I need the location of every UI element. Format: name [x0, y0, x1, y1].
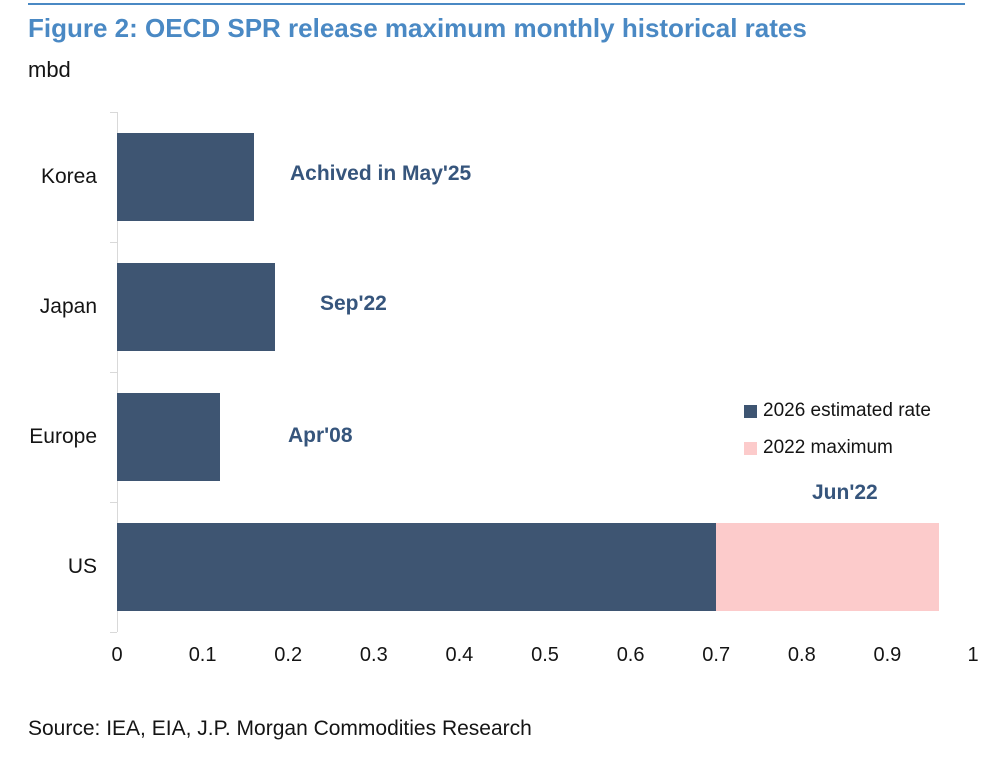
legend-label-2026-estimated-rate: 2026 estimated rate [763, 400, 931, 421]
x-tick-label-0-4: 0.4 [445, 644, 474, 666]
category-label-europe: Europe [29, 425, 97, 448]
bar-us-2026-estimated-rate [117, 523, 717, 611]
bar-japan-2026-estimated-rate [117, 263, 276, 351]
annotation-us: Jun'22 [812, 481, 878, 504]
x-tick-label-0-8: 0.8 [787, 644, 816, 666]
x-tick-label-0-5: 0.5 [531, 644, 559, 666]
legend-item-2026-estimated-rate: 2026 estimated rate [744, 400, 931, 422]
annotation-japan: Sep'22 [320, 292, 387, 315]
category-axis-labels: Korea Japan Europe US [28, 112, 107, 632]
x-tick-label-0-7: 0.7 [702, 644, 731, 666]
legend: 2026 estimated rate 2022 maximum [744, 400, 931, 474]
axis-tick [110, 112, 117, 113]
axis-tick [110, 502, 117, 503]
bar-korea-2026-estimated-rate [117, 133, 254, 221]
x-tick-label-0-3: 0.3 [359, 644, 388, 666]
bar-europe-2026-estimated-rate [117, 393, 220, 481]
axis-tick [110, 372, 117, 373]
annotation-europe: Apr'08 [288, 424, 353, 447]
legend-swatch-2026-estimated-rate [744, 404, 757, 418]
axis-tick [110, 242, 117, 243]
source-note: Source: IEA, EIA, J.P. Morgan Commoditie… [28, 717, 532, 740]
figure-title: Figure 2: OECD SPR release maximum month… [28, 13, 807, 43]
x-tick-label-0-1: 0.1 [188, 644, 217, 666]
legend-label-2022-maximum: 2022 maximum [763, 437, 893, 458]
legend-item-2022-maximum: 2022 maximum [744, 437, 931, 459]
x-tick-label-0-9: 0.9 [873, 644, 902, 666]
category-label-us: US [67, 555, 97, 578]
x-tick-label-0-2: 0.2 [274, 644, 303, 666]
axis-tick [110, 632, 117, 633]
category-axis-line [117, 112, 118, 632]
top-rule [28, 3, 965, 5]
annotation-korea: Achived in May'25 [290, 162, 472, 185]
value-axis-labels: 0 0.1 0.2 0.3 0.4 0.5 0.6 0.7 0.8 0.9 1 [111, 644, 978, 668]
legend-swatch-2022-maximum [744, 441, 757, 455]
x-tick-label-0-6: 0.6 [616, 644, 645, 666]
bar-us-2022-maximum [716, 523, 939, 611]
unit-label: mbd [28, 57, 71, 82]
x-tick-label-0: 0 [111, 644, 123, 666]
plot-area [110, 112, 973, 633]
category-label-japan: Japan [39, 295, 97, 318]
category-label-korea: Korea [40, 165, 97, 188]
x-tick-label-1: 1 [967, 644, 979, 666]
